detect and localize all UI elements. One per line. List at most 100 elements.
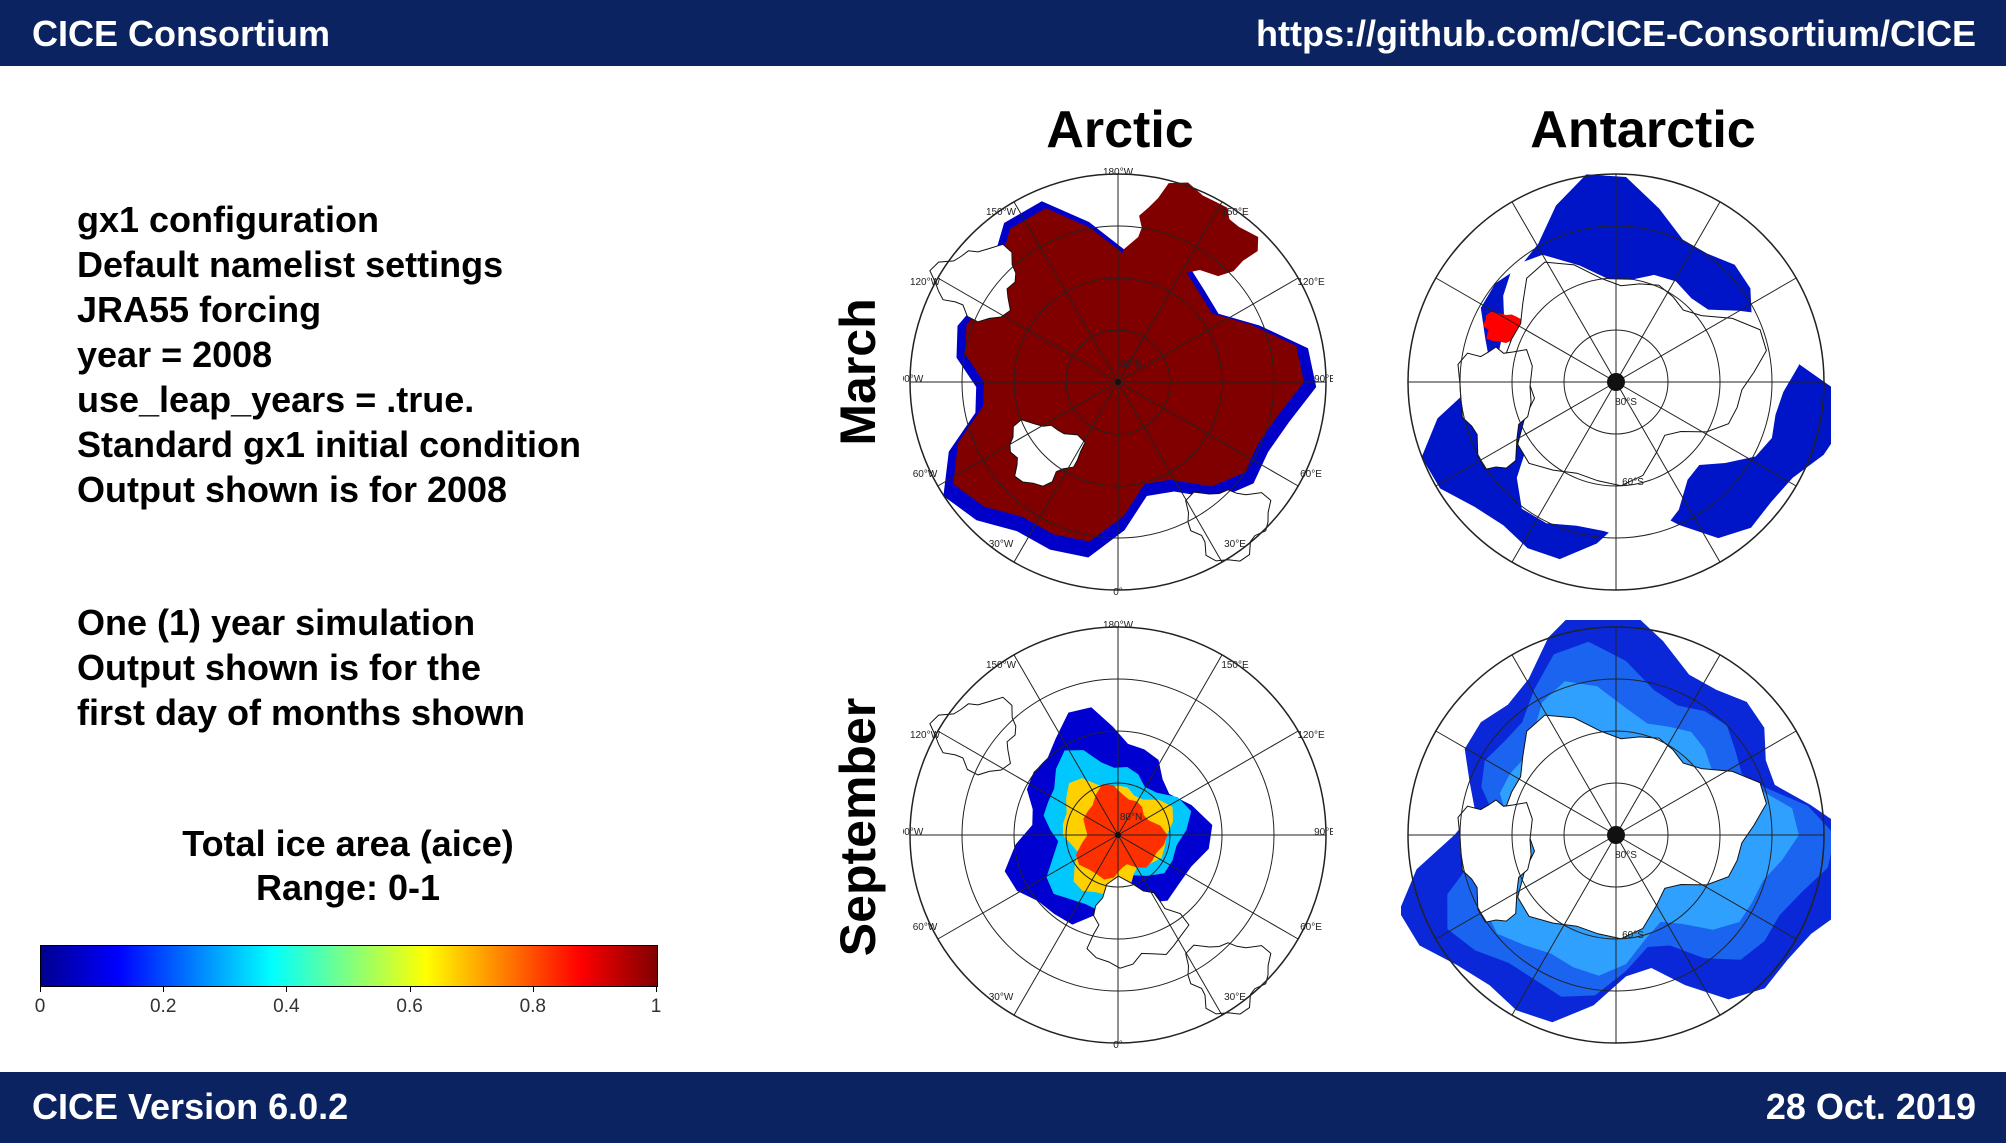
colorbar-tick-mark: [40, 986, 41, 992]
map-label: 150°E: [1221, 660, 1249, 671]
map-label: 0°: [1113, 1040, 1123, 1050]
map-label: 0°: [1113, 587, 1123, 597]
sim-line: Output shown is for the: [77, 647, 481, 688]
meridian-line: [1013, 654, 1119, 836]
map-arctic-march: 180°W 0° 150°W 120°W 90°W 60°W 30°W 150°E 120°E 9…: [903, 167, 1333, 597]
info-line: Output shown is for 2008: [77, 469, 508, 510]
map-label: 150°E: [1221, 207, 1249, 218]
map-label: 150°W: [986, 660, 1017, 671]
meridian-line: [1435, 730, 1617, 836]
colorbar-tick-mark: [656, 986, 657, 992]
south-pole-marker: [1607, 373, 1625, 391]
meridian-line: [937, 381, 1119, 487]
map-label: 60°E: [1300, 469, 1322, 480]
map-label: 60°W: [913, 922, 938, 933]
map-label: 30°E: [1224, 539, 1246, 550]
meridian-line: [1013, 381, 1119, 563]
map-border: [1407, 626, 1825, 1044]
colorbar-title-text: Total ice area (aice): [182, 823, 514, 864]
landmass: [1009, 419, 1086, 487]
info-line: year = 2008: [77, 334, 273, 375]
map-label: 30°W: [989, 539, 1014, 550]
map-label: 120°E: [1297, 730, 1325, 741]
colorbar-tick-mark: [409, 986, 411, 992]
map-label: 60°E: [1300, 922, 1322, 933]
info-line: use_leap_years = .true.: [77, 379, 475, 420]
meridian-line: [1511, 381, 1617, 563]
meridian-line: [1615, 834, 1797, 940]
meridian-line: [1117, 730, 1299, 836]
map-label: 80°N: [1120, 359, 1142, 370]
sim-line: One (1) year simulation: [77, 602, 476, 643]
map-label: 80°N: [1120, 812, 1142, 823]
meridian-line: [1511, 201, 1617, 383]
meridian-line: [937, 277, 1119, 383]
colorbar: [40, 945, 658, 987]
meridian-line: [1615, 654, 1721, 836]
footer-bar: CICE Version 6.0.2 28 Oct. 2019: [0, 1072, 2006, 1143]
meridian-line: [1435, 277, 1617, 383]
meridian-line: [1117, 277, 1299, 383]
meridian-line: [1117, 654, 1223, 836]
map-label: 60°S: [1622, 477, 1644, 488]
map-label: 180°W: [1103, 620, 1134, 631]
map-border: [909, 173, 1327, 591]
graticule: [1407, 173, 1825, 591]
colorbar-tick-label: 1: [650, 996, 662, 1017]
map-label: 180°W: [1103, 167, 1134, 178]
map-label: 120°W: [910, 730, 941, 741]
simulation-info: One (1) year simulation Output shown is …: [77, 600, 525, 735]
map-antarctic-september: 80°S 60°S: [1401, 620, 1831, 1044]
map-label: 120°W: [910, 277, 941, 288]
meridian-line: [1615, 381, 1797, 487]
meridian-line: [1615, 381, 1721, 563]
meridian-line: [1615, 201, 1721, 383]
meridian-line: [1511, 834, 1617, 1016]
map-label: 90°E: [1314, 374, 1333, 385]
meridian-line: [1117, 381, 1299, 487]
sim-line: first day of months shown: [77, 692, 526, 733]
config-info: gx1 configuration Default namelist setti…: [77, 197, 581, 512]
footer-version: CICE Version 6.0.2: [32, 1086, 349, 1127]
map-antarctic-march: 80°S 60°S: [1407, 173, 1831, 591]
map-border: [1407, 173, 1825, 591]
header-url[interactable]: https://github.com/CICE-Consortium/CICE: [1256, 13, 1976, 54]
north-pole-marker: [1115, 379, 1121, 385]
map-label: 30°W: [989, 992, 1014, 1003]
meridian-line: [1117, 201, 1223, 383]
map-label: 30°E: [1224, 992, 1246, 1003]
map-label: 90°E: [1314, 827, 1333, 838]
map-label: 150°W: [986, 207, 1017, 218]
meridian-line: [1013, 201, 1119, 383]
map-border: [909, 626, 1327, 1044]
header-title: CICE Consortium: [32, 13, 331, 54]
colorbar-tick-mark: [286, 986, 288, 992]
north-pole-marker: [1115, 832, 1121, 838]
meridian-line: [1117, 834, 1223, 1016]
colorbar-tick-mark: [532, 986, 534, 992]
map-label: 80°S: [1615, 397, 1637, 408]
colorbar-tick-label: 0.6: [396, 996, 423, 1017]
col-title-arctic: Arctic: [1046, 101, 1194, 159]
map-label: 80°S: [1615, 850, 1637, 861]
sea-ice: [1075, 784, 1168, 880]
info-line: Default namelist settings: [77, 244, 504, 285]
meridian-line: [1615, 277, 1797, 383]
meridian-line: [1435, 834, 1617, 940]
colorbar-tick-mark: [163, 986, 165, 992]
meridian-line: [1013, 834, 1119, 1016]
meridian-line: [937, 834, 1119, 940]
header-bar: CICE Consortium https://github.com/CICE-…: [0, 0, 2006, 66]
info-line: Standard gx1 initial condition: [77, 424, 582, 465]
map-label: 60°S: [1622, 930, 1644, 941]
meridian-line: [1615, 834, 1721, 1016]
colorbar-tick-label: 0: [34, 996, 46, 1017]
map-label: 60°W: [913, 469, 938, 480]
footer-date: 28 Oct. 2019: [1765, 1086, 1976, 1127]
meridian-line: [1117, 834, 1299, 940]
colorbar-range: Range: 0-1: [255, 867, 441, 908]
colorbar-tick-label: 0.8: [519, 996, 547, 1017]
map-label: 90°W: [903, 827, 924, 838]
info-line: JRA55 forcing: [77, 289, 322, 330]
colorbar-tick-label: 0.4: [273, 996, 300, 1017]
